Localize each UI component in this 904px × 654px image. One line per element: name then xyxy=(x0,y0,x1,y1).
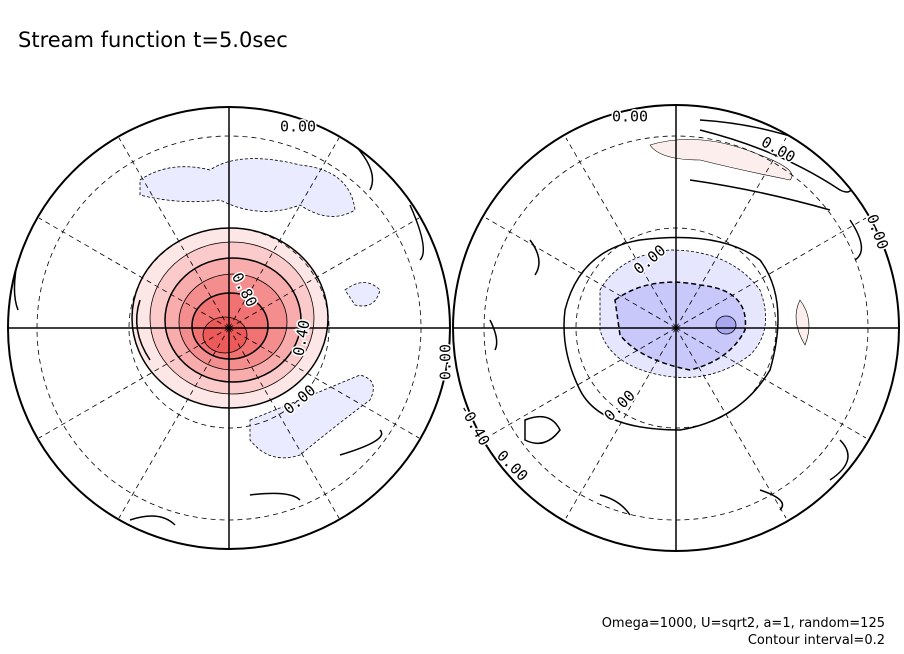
contour-label: -0.40 xyxy=(455,401,493,449)
note: Contour interval=0.2 xyxy=(748,633,885,648)
contour-label: 0.00 xyxy=(863,212,892,252)
chart-title: Stream function t=5.0sec xyxy=(18,28,288,52)
contour-label: 0.00 xyxy=(612,108,648,126)
right-boundary xyxy=(452,104,900,552)
right-hemisphere xyxy=(453,105,899,551)
contour-label: 0.00 xyxy=(601,387,639,425)
contour-label: 0.00 xyxy=(437,344,455,380)
contour-label: 0.40 xyxy=(290,319,314,358)
left-hemisphere xyxy=(8,107,450,549)
note: Omega=1000, U=sqrt2, a=1, random=125 xyxy=(602,616,885,631)
contour-label: 0.00 xyxy=(280,118,316,136)
left-boundary xyxy=(7,106,451,550)
